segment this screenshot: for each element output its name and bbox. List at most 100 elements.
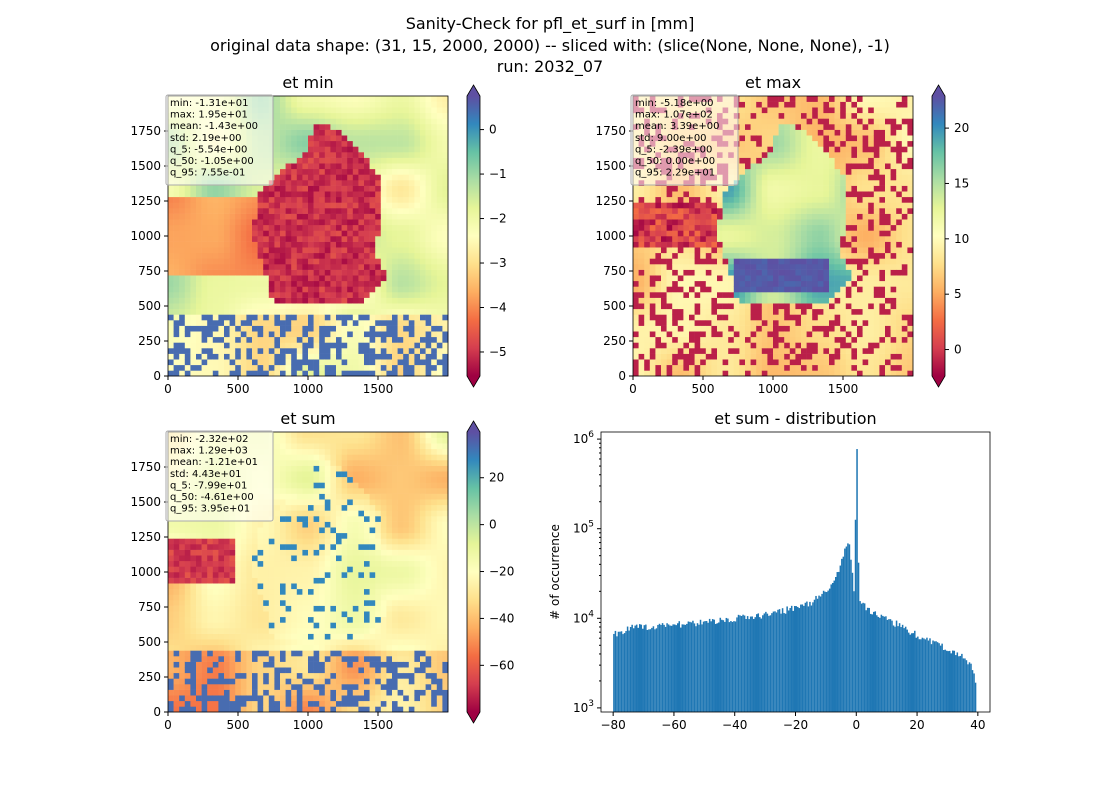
heatmap-cell bbox=[683, 297, 690, 304]
heatmap-cell bbox=[207, 252, 214, 259]
heatmap-cell bbox=[240, 359, 247, 366]
heatmap-cell bbox=[358, 213, 365, 220]
heatmap-cell bbox=[745, 219, 751, 226]
heatmap-cell bbox=[672, 292, 679, 298]
heatmap-cell bbox=[324, 353, 331, 360]
heatmap-cell bbox=[173, 292, 180, 298]
heatmap-cell bbox=[717, 336, 723, 343]
heatmap-cell bbox=[364, 247, 370, 254]
heatmap-cell bbox=[296, 230, 303, 237]
heatmap-cell bbox=[414, 213, 421, 220]
heatmap-cell bbox=[257, 370, 264, 377]
heatmap-cell bbox=[700, 258, 707, 265]
heatmap-cell bbox=[285, 359, 292, 366]
heatmap-cell bbox=[347, 163, 354, 170]
heatmap-cell bbox=[873, 168, 880, 175]
heatmap-cell bbox=[767, 112, 774, 119]
heatmap-cell bbox=[655, 308, 662, 315]
heatmap-cell bbox=[431, 101, 438, 108]
heatmap-cell bbox=[380, 297, 387, 304]
heatmap-cell bbox=[257, 236, 264, 242]
heatmap-cell bbox=[901, 252, 908, 259]
heatmap-cell bbox=[806, 370, 813, 377]
heatmap-cell bbox=[173, 303, 180, 310]
heatmap-cell bbox=[661, 325, 667, 332]
heatmap-cell bbox=[739, 280, 746, 287]
heatmap-cell bbox=[868, 292, 875, 298]
heatmap-cell bbox=[761, 135, 768, 142]
heatmap-cell bbox=[414, 280, 421, 287]
heatmap-cell bbox=[408, 118, 415, 125]
heatmap-cell bbox=[728, 359, 735, 366]
heatmap-cell bbox=[823, 107, 830, 114]
heatmap-cell bbox=[179, 320, 186, 326]
heatmap-cell bbox=[890, 258, 897, 265]
heatmap-cell bbox=[689, 191, 695, 198]
heatmap-cell bbox=[313, 163, 320, 170]
heatmap-cell bbox=[201, 191, 208, 198]
heatmap-cell bbox=[705, 353, 712, 360]
heatmap-cell bbox=[851, 224, 858, 231]
heatmap-cell bbox=[296, 252, 303, 259]
heatmap-cell bbox=[879, 107, 886, 114]
heatmap-cell bbox=[302, 303, 309, 310]
heatmap-cell bbox=[711, 258, 718, 265]
heatmap-cell bbox=[756, 168, 763, 175]
heatmap-cell bbox=[302, 101, 309, 108]
heatmap-cell bbox=[795, 264, 802, 270]
heatmap-cell bbox=[868, 286, 875, 293]
heatmap-cell bbox=[425, 124, 432, 130]
heatmap-cell bbox=[386, 286, 393, 293]
heatmap-cell bbox=[756, 364, 763, 371]
heatmap-cell bbox=[403, 163, 410, 170]
heatmap-cell bbox=[375, 297, 382, 304]
heatmap-cell bbox=[414, 196, 421, 203]
heatmap-cell bbox=[274, 314, 281, 321]
heatmap-cell bbox=[683, 370, 690, 377]
heatmap-cell bbox=[717, 252, 723, 259]
heatmap-cell bbox=[789, 219, 796, 226]
heatmap-cell bbox=[229, 297, 236, 304]
heatmap-cell bbox=[364, 129, 370, 136]
heatmap-cell bbox=[296, 219, 303, 226]
heatmap-cell bbox=[285, 353, 292, 360]
heatmap-cell bbox=[414, 247, 421, 254]
heatmap-cell bbox=[885, 168, 891, 175]
heatmap-cell bbox=[184, 258, 191, 265]
heatmap-cell bbox=[812, 280, 819, 287]
heatmap-cell bbox=[879, 359, 886, 366]
heatmap-cell bbox=[336, 342, 342, 349]
heatmap-cell bbox=[285, 180, 292, 186]
heatmap-cell bbox=[319, 168, 326, 175]
heatmap-cell bbox=[386, 180, 393, 186]
heatmap-cell bbox=[873, 275, 880, 282]
heatmap-cell bbox=[801, 118, 807, 125]
heatmap-cell bbox=[280, 241, 286, 248]
heatmap-cell bbox=[700, 230, 707, 237]
heatmap-cell bbox=[806, 269, 813, 276]
heatmap-cell bbox=[717, 331, 723, 338]
heatmap-cell bbox=[308, 280, 314, 287]
heatmap-cell bbox=[745, 152, 751, 158]
heatmap-cell bbox=[649, 236, 656, 242]
heatmap-cell bbox=[739, 174, 746, 181]
heatmap-cell bbox=[851, 297, 858, 304]
heatmap-cell bbox=[347, 236, 354, 242]
heatmap-cell bbox=[890, 241, 897, 248]
heatmap-cell bbox=[347, 140, 354, 147]
heatmap-cell bbox=[795, 342, 802, 349]
heatmap-cell bbox=[392, 107, 398, 114]
heatmap-cell bbox=[851, 303, 858, 310]
heatmap-cell bbox=[414, 185, 421, 192]
heatmap-cell bbox=[879, 258, 886, 265]
heatmap-cell bbox=[336, 286, 342, 293]
heatmap-cell bbox=[649, 353, 656, 360]
heatmap-cell bbox=[823, 213, 830, 220]
heatmap-cell bbox=[285, 325, 292, 332]
heatmap-cell bbox=[857, 224, 863, 231]
heatmap-cell bbox=[773, 331, 779, 338]
heatmap-cell bbox=[285, 196, 292, 203]
heatmap-cell bbox=[313, 247, 320, 254]
heatmap-cell bbox=[733, 320, 740, 326]
heatmap-cell bbox=[750, 224, 757, 231]
